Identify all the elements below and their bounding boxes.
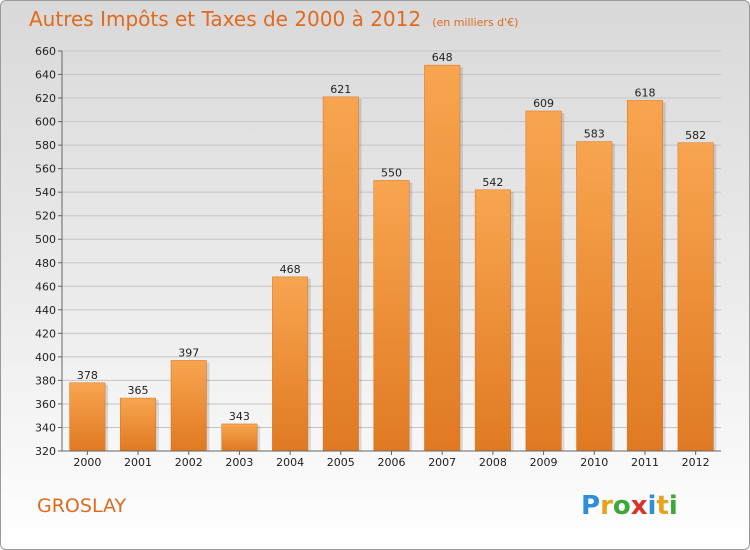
x-tick-label: 2008	[479, 456, 507, 469]
x-tick-label: 2000	[73, 456, 101, 469]
x-tick-label: 2009	[530, 456, 558, 469]
bar-value-label: 343	[229, 410, 250, 423]
bar-value-label: 621	[330, 83, 351, 96]
bar	[120, 397, 157, 452]
x-tick-label: 2012	[682, 456, 710, 469]
y-tick-label: 580	[35, 139, 56, 152]
chart-title-unit: (en milliers d'€)	[432, 16, 519, 29]
chart-title-main: Autres Impôts et Taxes de 2000 à 2012	[29, 7, 422, 31]
bar	[221, 423, 258, 452]
bar-value-label: 378	[77, 369, 98, 382]
bar	[170, 360, 207, 452]
bar-value-label: 582	[685, 129, 706, 142]
bar	[373, 180, 410, 452]
y-tick-label: 500	[35, 233, 56, 246]
bar-value-label: 618	[634, 86, 655, 99]
bar-value-label: 468	[280, 263, 301, 276]
bar-value-label: 542	[482, 176, 503, 189]
bar-value-label: 609	[533, 97, 554, 110]
y-tick-label: 460	[35, 280, 56, 293]
bar	[576, 141, 613, 452]
city-name: GROSLAY	[37, 495, 127, 517]
bar	[525, 110, 562, 452]
x-tick-label: 2001	[124, 456, 152, 469]
x-tick-label: 2003	[225, 456, 253, 469]
logo-letter: x	[630, 491, 648, 521]
bar	[69, 382, 106, 452]
bar	[626, 100, 663, 452]
bar	[474, 189, 511, 452]
logo-letter: t	[656, 491, 669, 521]
bar-value-label: 397	[178, 346, 199, 359]
proxiti-logo: Proxiti	[581, 491, 678, 521]
y-tick-label: 540	[35, 186, 56, 199]
y-tick-label: 340	[35, 421, 56, 434]
bar	[272, 276, 309, 452]
y-tick-label: 440	[35, 304, 56, 317]
logo-letter: i	[668, 491, 678, 521]
y-tick-label: 420	[35, 327, 56, 340]
bar-value-label: 648	[432, 51, 453, 64]
bar-value-label: 550	[381, 166, 402, 179]
y-tick-label: 400	[35, 351, 56, 364]
logo-letter: i	[647, 491, 657, 521]
y-tick-label: 320	[35, 445, 56, 458]
bar-value-label: 583	[584, 128, 605, 141]
bar	[322, 96, 359, 452]
y-tick-label: 620	[35, 92, 56, 105]
bar	[677, 142, 714, 452]
y-tick-label: 520	[35, 210, 56, 223]
y-tick-label: 560	[35, 163, 56, 176]
x-tick-label: 2007	[428, 456, 456, 469]
x-tick-label: 2005	[327, 456, 355, 469]
x-tick-label: 2004	[276, 456, 304, 469]
x-tick-label: 2011	[631, 456, 659, 469]
logo-letter: P	[581, 491, 601, 521]
y-tick-label: 600	[35, 116, 56, 129]
x-tick-label: 2006	[378, 456, 406, 469]
y-tick-label: 480	[35, 257, 56, 270]
y-tick-label: 660	[35, 45, 56, 58]
chart-title: Autres Impôts et Taxes de 2000 à 2012 (e…	[29, 7, 518, 31]
x-tick-label: 2002	[175, 456, 203, 469]
y-tick-label: 380	[35, 374, 56, 387]
x-tick-label: 2010	[580, 456, 608, 469]
logo-letter: o	[612, 491, 631, 521]
bar	[424, 64, 461, 452]
bar-value-label: 365	[128, 384, 149, 397]
y-tick-label: 360	[35, 398, 56, 411]
y-tick-label: 640	[35, 69, 56, 82]
logo-letter: r	[600, 491, 613, 521]
